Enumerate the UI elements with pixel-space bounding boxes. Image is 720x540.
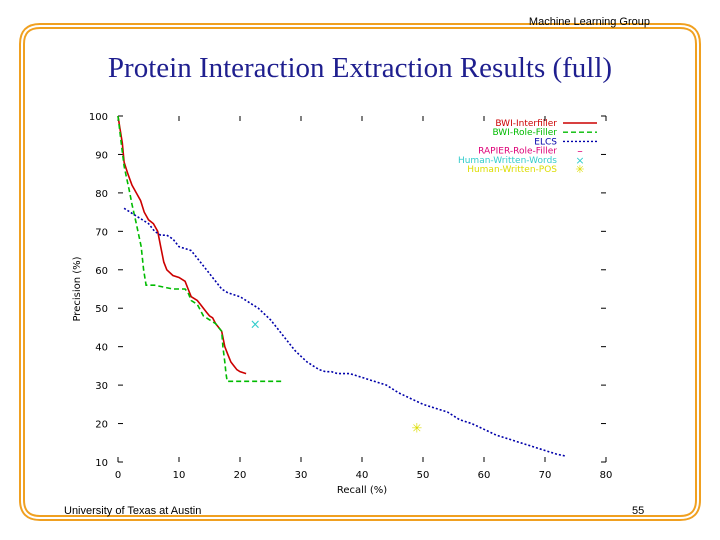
y-tick-label: 90: [95, 150, 108, 161]
y-tick-label: 50: [95, 304, 108, 315]
x-tick-label: 70: [539, 470, 552, 481]
x-tick-label: 10: [173, 470, 186, 481]
y-axis-label: Precision (%): [72, 256, 83, 321]
legend-label-human-written-pos: Human-Written-POS: [467, 165, 557, 175]
slide-title: Protein Interaction Extraction Results (…: [107, 52, 613, 84]
series-line-bwi-interfiller: [117, 115, 247, 375]
y-tick-label: 60: [95, 266, 108, 277]
legend-label-bwi-role-filler: BWI-Role-Filler: [492, 128, 557, 138]
y-tick-label: 80: [95, 189, 108, 200]
x-tick-label: 80: [600, 470, 613, 481]
slide-border-inner: [21, 25, 699, 519]
page-number: 55: [632, 505, 645, 517]
footer-institution: University of Texas at Austin: [64, 505, 202, 517]
x-axis-label: Recall (%): [337, 485, 387, 496]
series-point-human-written-words: ×: [250, 318, 261, 333]
legend-label-elcs: ELCS: [534, 137, 557, 147]
legend-marker-human-written-words: ×: [575, 154, 584, 167]
y-tick-label: 10: [95, 458, 108, 469]
legend-label-human-written-words: Human-Written-Words: [458, 156, 557, 166]
series-line-bwi-role-filler: [117, 115, 283, 383]
legend-label-bwi-interfiller: BWI-Interfiller: [495, 119, 557, 129]
x-tick-label: 20: [234, 470, 247, 481]
y-tick-label: 100: [89, 112, 108, 123]
x-tick-label: 50: [417, 470, 430, 481]
y-tick-label: 70: [95, 227, 108, 238]
series-line-elcs: [123, 207, 567, 457]
x-tick-label: 60: [478, 470, 491, 481]
legend-marker-human-written-pos: ✳: [575, 163, 584, 176]
series-point-human-written-pos: ✳: [411, 421, 422, 436]
y-tick-label: 40: [95, 343, 108, 354]
header-label: Machine Learning Group: [528, 16, 650, 28]
y-tick-label: 30: [95, 381, 108, 392]
x-tick-label: 30: [295, 470, 308, 481]
legend-label-rapier-role-filler: RAPIER-Role-Filler: [478, 147, 557, 157]
y-tick-label: 20: [95, 420, 108, 431]
x-tick-label: 40: [356, 470, 369, 481]
x-tick-label: 0: [115, 470, 121, 481]
legend-marker-rapier-role-filler: –: [577, 145, 583, 158]
